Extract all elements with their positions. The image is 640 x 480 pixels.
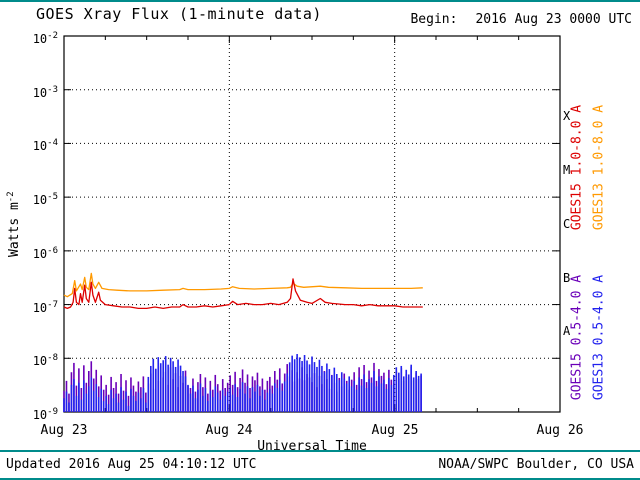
y-tick-label: 10-9 <box>32 407 58 422</box>
x-tick-label: Aug 23 <box>40 423 88 438</box>
y-axis-title: Watts m-2 <box>5 191 23 257</box>
flare-class-x: X <box>563 109 571 123</box>
legend-goes13-short: GOES13 0.5-4.0 A <box>591 274 607 401</box>
y-tick-label: 10-6 <box>32 246 58 261</box>
flare-class-m: M <box>563 163 571 177</box>
flare-class-a: A <box>563 324 571 338</box>
x-tick-label: Aug 26 <box>536 423 584 438</box>
x-tick-label: Aug 25 <box>371 423 419 438</box>
top-divider <box>0 0 640 2</box>
legend-goes15-long: GOES15 1.0-8.0 A <box>569 104 585 231</box>
legend-goes15-short: GOES15 0.5-4.0 A <box>569 274 585 401</box>
y-tick-label: 10-7 <box>32 300 58 315</box>
source-credit: NOAA/SWPC Boulder, CO USA <box>438 457 634 472</box>
begin-label: Begin: <box>410 12 458 27</box>
chart-title: GOES Xray Flux (1-minute data) <box>36 5 322 23</box>
footer-divider <box>0 450 640 452</box>
y-tick-label: 10-2 <box>32 31 58 46</box>
updated-timestamp: Updated 2016 Aug 25 04:10:12 UTC <box>6 457 257 472</box>
y-tick-label: 10-8 <box>32 353 58 368</box>
begin-timestamp: Begin: 2016 Aug 23 0000 UTC <box>410 12 632 27</box>
y-tick-label: 10-4 <box>32 138 58 153</box>
y-tick-label: 10-3 <box>32 85 58 100</box>
flare-class-c: C <box>563 217 571 231</box>
begin-value: 2016 Aug 23 0000 UTC <box>475 12 632 27</box>
bottom-divider <box>0 478 640 480</box>
y-tick-label: 10-5 <box>32 192 58 207</box>
x-tick-label: Aug 24 <box>205 423 253 438</box>
flare-class-b: B <box>563 271 571 285</box>
legend-goes13-long: GOES13 1.0-8.0 A <box>591 104 607 231</box>
